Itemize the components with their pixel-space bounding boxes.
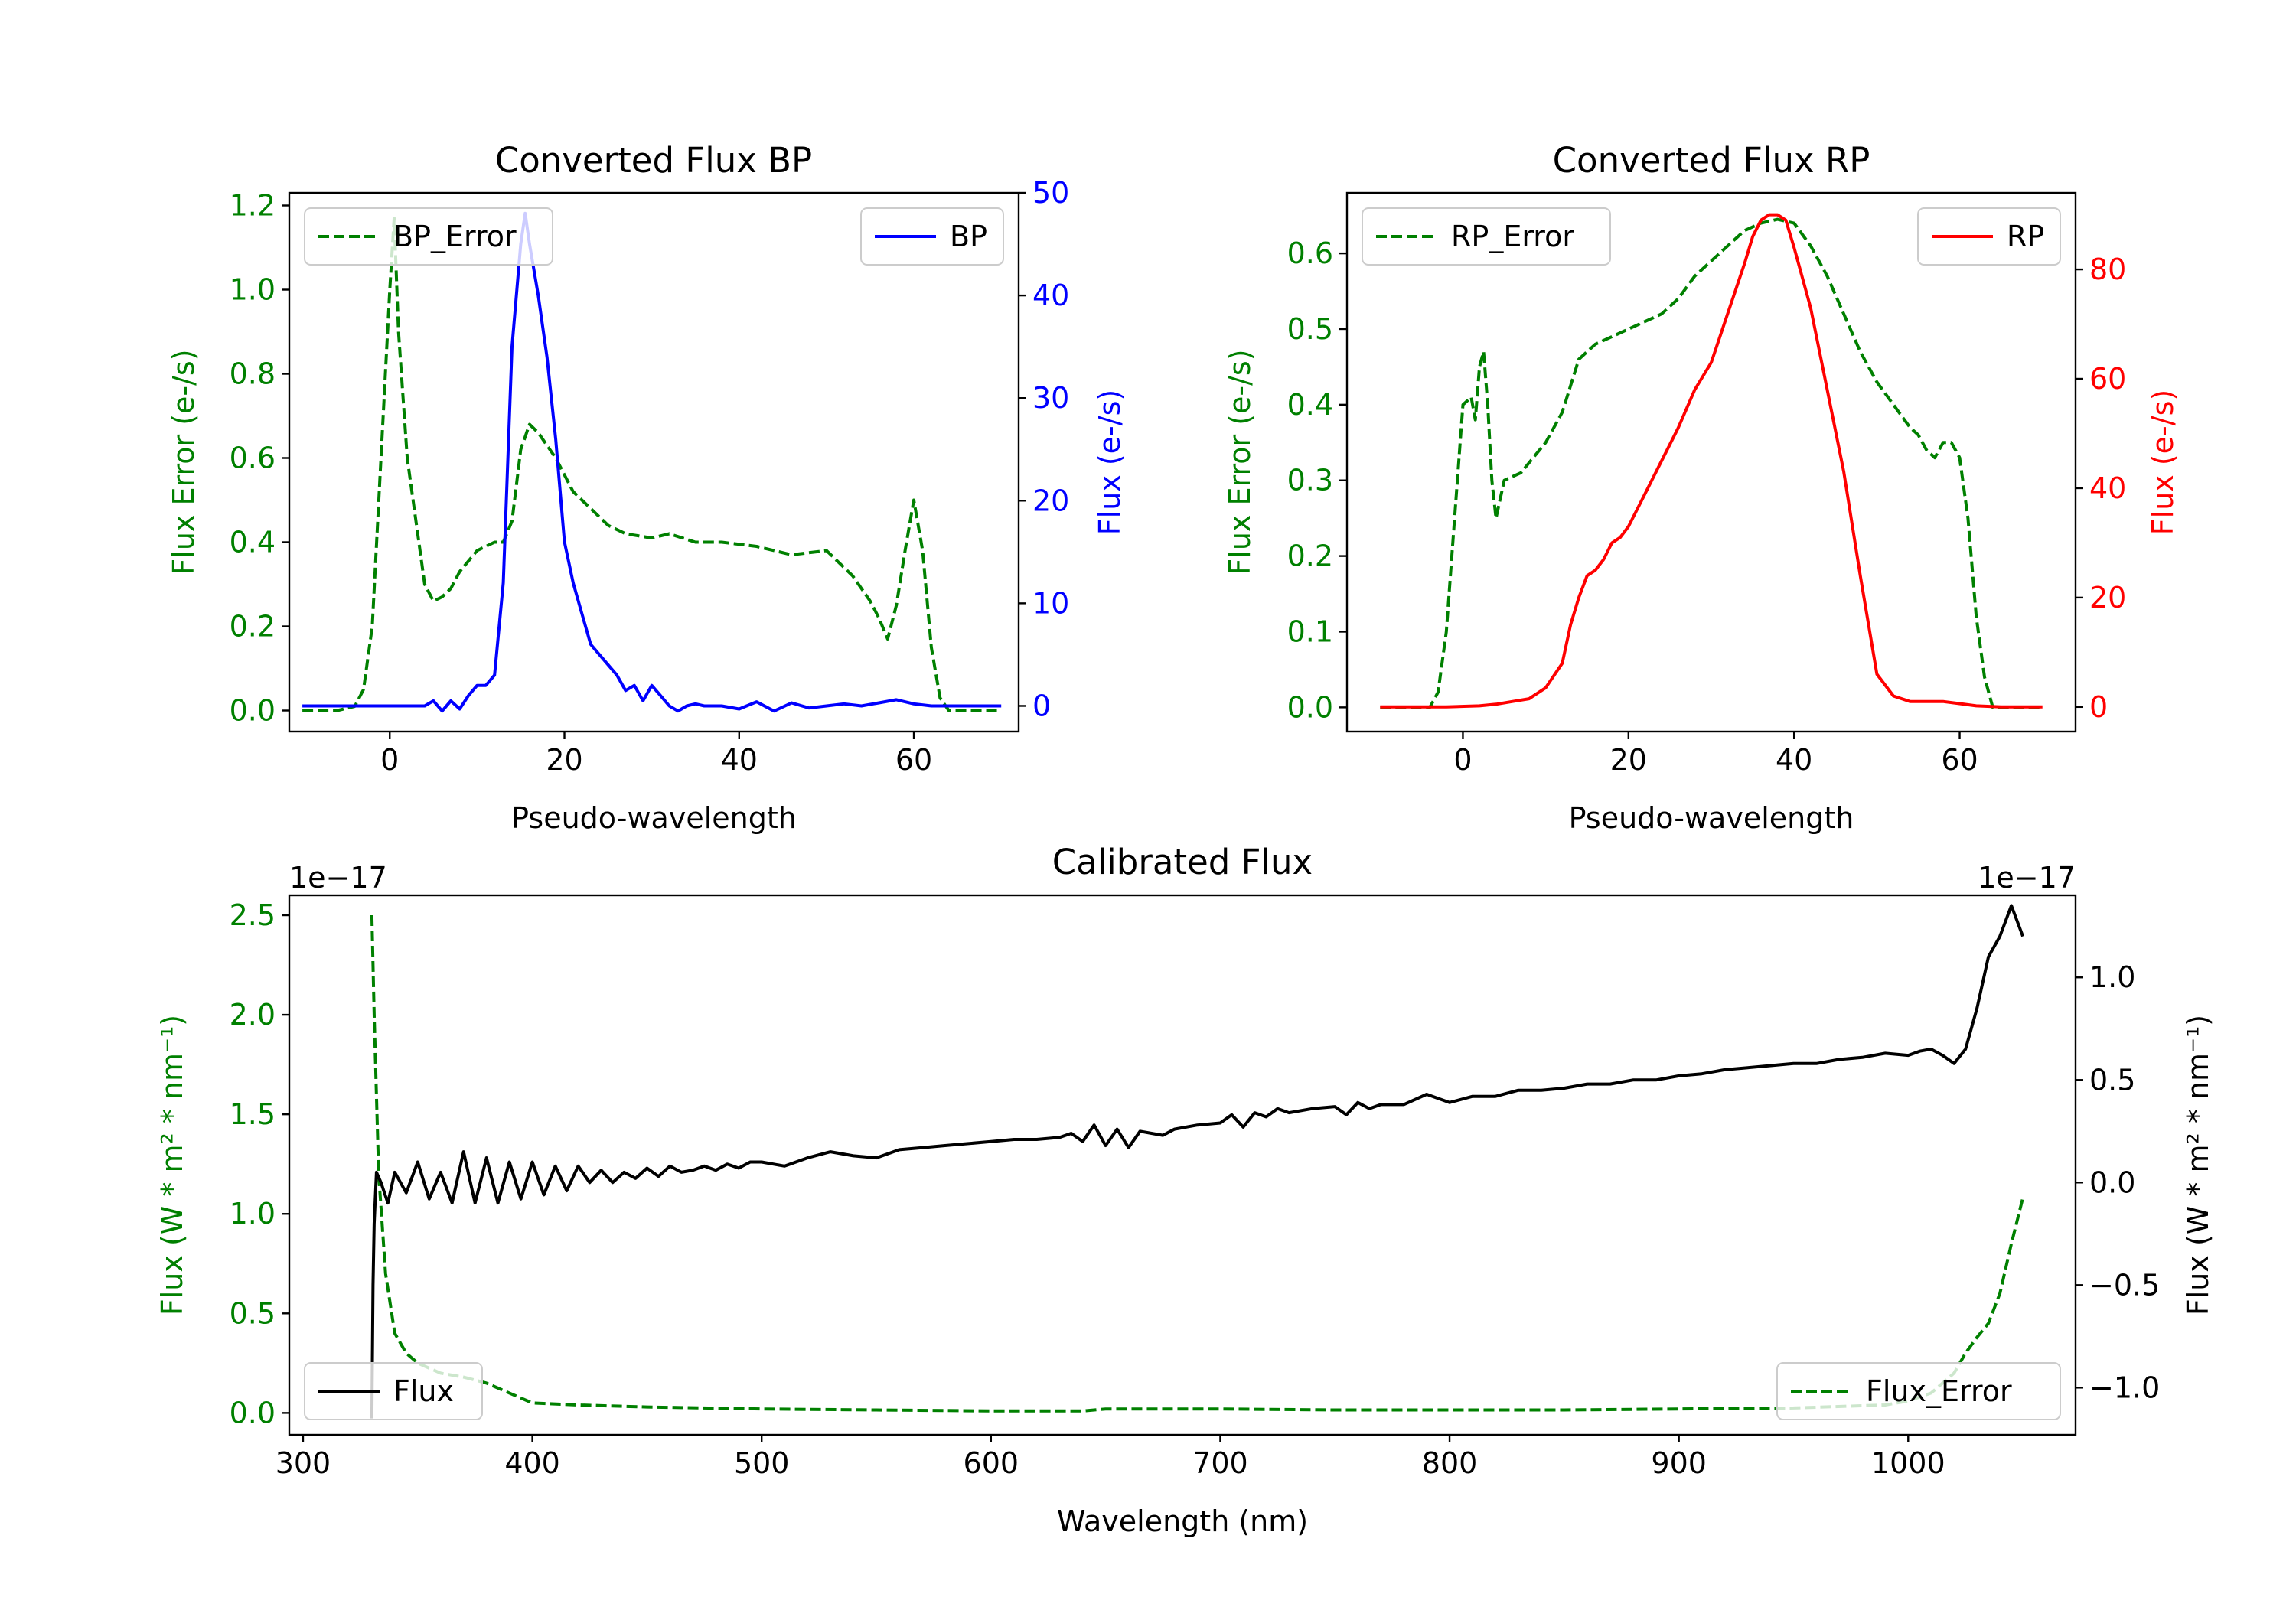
legend-label: RP	[2007, 220, 2044, 253]
chart-3-axes-frame	[288, 894, 2077, 1436]
chart-3-legend-flux: Flux	[304, 1362, 483, 1420]
chart-2-line-rp-error	[1380, 217, 2043, 709]
chart-3-ytick-left-label: 2.0	[230, 998, 276, 1032]
chart-1-ytick-right-label: 10	[1032, 586, 1069, 620]
chart-2-ytick-left-label: 0.6	[1287, 236, 1333, 270]
chart-1-ytick-left-label: 0.8	[230, 357, 276, 391]
chart-1-ytick-right-label: 30	[1032, 381, 1069, 415]
chart-3-ytick-right-label: 0.5	[2089, 1063, 2135, 1097]
chart-1-line-bp-error	[302, 217, 1002, 712]
chart-2: 0 20 40 60 0.0 0.1 0.2 0.3 0.4 0.5 0.6 0 20 40 60 80 Con…	[1223, 140, 2180, 835]
chart-3-ytick-right-label: 0.0	[2089, 1165, 2135, 1199]
chart-2-ylabel-right: Flux (e-/s)	[2146, 390, 2180, 535]
chart-2-ytick-right-label: 80	[2089, 253, 2126, 286]
chart-1-ytick-left-label: 0.4	[230, 526, 276, 559]
chart-1-xtick-label: 40	[721, 743, 758, 777]
chart-3-xtick-label: 600	[964, 1446, 1019, 1480]
chart-1-title: Converted Flux BP	[495, 140, 812, 181]
chart-1-ytick-left-label: 0.6	[230, 442, 276, 475]
chart-3-ylabel-right: Flux (W * m² * nm⁻¹)	[2181, 1015, 2215, 1315]
legend-label: Flux_Error	[1866, 1374, 2012, 1408]
legend-box	[1776, 1362, 2061, 1420]
chart-1-ytick-right-label: 50	[1032, 176, 1069, 210]
chart-1-ytick-right-label: 0	[1032, 689, 1051, 722]
chart-2-legend-rp-error: RP_Error	[1362, 207, 1611, 266]
chart-2-axes-frame	[1345, 191, 2077, 733]
chart-2-ytick-left-label: 0.0	[1287, 690, 1333, 724]
legend-box	[304, 207, 553, 266]
chart-1-ytick-right-label: 40	[1032, 279, 1069, 312]
chart-3-ytick-right-label: −0.5	[2089, 1268, 2160, 1302]
legend-label: RP_Error	[1451, 220, 1574, 253]
chart-2-xtick-label: 40	[1776, 743, 1812, 777]
chart-1-ytick-left-label: 0.2	[230, 610, 276, 644]
chart-3-xtick-label: 400	[504, 1446, 560, 1480]
chart-1-axes-frame	[288, 191, 1020, 733]
chart-3-ytick-left-label: 0.0	[230, 1396, 276, 1429]
chart-2-xtick-label: 0	[1453, 743, 1472, 777]
chart-2-ytick-right-label: 0	[2089, 690, 2108, 724]
chart-2-xtick-label: 60	[1941, 743, 1978, 777]
chart-1-ytick-left-label: 1.0	[230, 273, 276, 307]
chart-3-xtick-label: 700	[1192, 1446, 1248, 1480]
chart-2-ytick-left-label: 0.4	[1287, 388, 1333, 422]
legend-box	[304, 1362, 483, 1420]
chart-3-legend-flux-error: Flux_Error	[1776, 1362, 2061, 1420]
chart-2-ytick-left-label: 0.3	[1287, 464, 1333, 497]
chart-3-offset-left: 1e−17	[289, 861, 387, 895]
chart-3-title: Calibrated Flux	[1052, 842, 1313, 882]
chart-3-xtick-label: 800	[1422, 1446, 1478, 1480]
chart-2-xlabel: Pseudo-wavelength	[1569, 801, 1854, 835]
chart-2-ytick-right-label: 40	[2089, 471, 2126, 505]
chart-1-ytick-right-label: 20	[1032, 484, 1069, 517]
chart-1-ytick-left-label: 1.2	[230, 189, 276, 223]
chart-3-ylabel-left: Flux (W * m² * nm⁻¹)	[155, 1015, 189, 1315]
chart-1-line-bp	[302, 211, 1002, 713]
legend-label: BP_Error	[393, 220, 517, 253]
chart-3-line-flux-error	[370, 914, 2025, 1413]
chart-1-legend-bp: BP	[860, 207, 1004, 266]
chart-1-xtick-label: 60	[895, 743, 932, 777]
chart-2-ytick-left-label: 0.2	[1287, 539, 1333, 573]
chart-2-legend-rp: RP	[1917, 207, 2061, 266]
chart-1-ylabel-right: Flux (e-/s)	[1093, 390, 1127, 535]
chart-2-title: Converted Flux RP	[1553, 140, 1870, 181]
chart-2-line-rp	[1380, 213, 2043, 709]
chart-3-ytick-right-label: 1.0	[2089, 960, 2135, 994]
chart-2-ytick-right-label: 60	[2089, 362, 2126, 396]
legend-box	[1362, 207, 1611, 266]
chart-3-ytick-left-label: 2.5	[230, 898, 276, 932]
chart-2-ytick-right-label: 20	[2089, 581, 2126, 614]
chart-3-xtick-label: 900	[1651, 1446, 1707, 1480]
chart-3-ytick-left-label: 1.0	[230, 1197, 276, 1231]
chart-3: 300 400 500 600 700 800 900 1000 0.0 0.5 1.0 1.5 2.0…	[155, 842, 2215, 1538]
chart-1: 0 20 40 60 0.0 0.2 0.4 0.6 0.8 1.0 1.2 0 10 20 30 40 50 C…	[167, 140, 1127, 835]
chart-1-xtick-label: 0	[380, 743, 399, 777]
chart-2-ytick-left-label: 0.1	[1287, 614, 1333, 648]
chart-1-legend-bp-error: BP_Error	[304, 207, 553, 266]
chart-2-xtick-label: 20	[1610, 743, 1647, 777]
legend-label: BP	[950, 220, 987, 253]
chart-3-ytick-left-label: 1.5	[230, 1097, 276, 1131]
chart-2-ytick-left-label: 0.5	[1287, 312, 1333, 346]
chart-1-xtick-label: 20	[546, 743, 582, 777]
chart-3-offset-right: 1e−17	[1978, 861, 2076, 895]
legend-label: Flux	[393, 1374, 454, 1408]
chart-3-xlabel: Wavelength (nm)	[1057, 1504, 1308, 1538]
chart-1-ylabel-left: Flux Error (e-/s)	[167, 349, 201, 575]
chart-1-xlabel: Pseudo-wavelength	[511, 801, 797, 835]
chart-3-ytick-right-label: −1.0	[2089, 1371, 2160, 1404]
chart-3-xtick-label: 300	[276, 1446, 331, 1480]
chart-3-xtick-label: 1000	[1871, 1446, 1945, 1480]
chart-1-ytick-left-label: 0.0	[230, 694, 276, 728]
chart-3-line-flux	[370, 904, 2024, 1419]
chart-3-xtick-label: 500	[734, 1446, 790, 1480]
chart-2-ylabel-left: Flux Error (e-/s)	[1223, 349, 1257, 575]
chart-3-ytick-left-label: 0.5	[230, 1296, 276, 1330]
